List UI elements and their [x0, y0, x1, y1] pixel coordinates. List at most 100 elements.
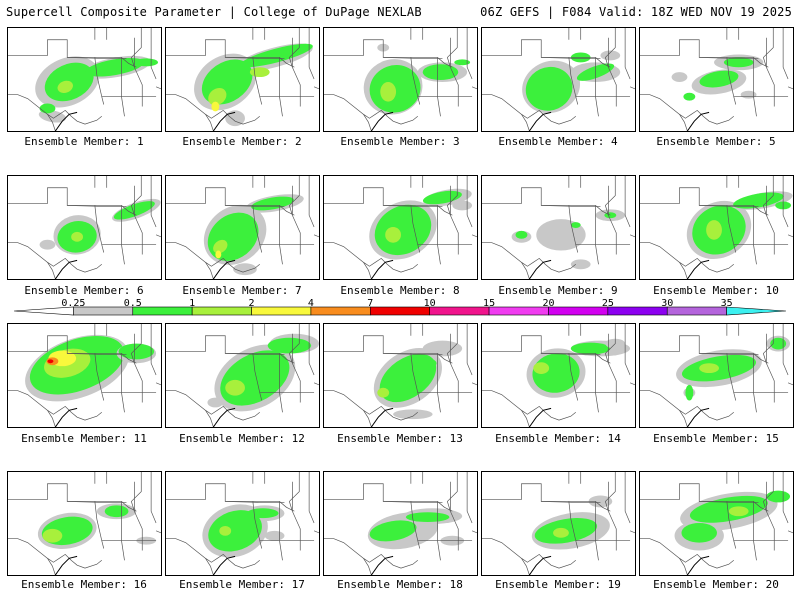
state-borders [640, 28, 793, 131]
scp-shading [422, 340, 463, 357]
scp-shading [264, 530, 285, 541]
scp-map [166, 176, 319, 279]
scp-map [640, 472, 793, 575]
scp-shading [385, 227, 401, 243]
state-borders [166, 324, 319, 427]
scp-shading [733, 192, 784, 209]
scp-shading [515, 230, 528, 239]
scp-shading [207, 397, 224, 408]
state-borders [640, 324, 793, 427]
scp-shading [225, 110, 245, 127]
run-info: 06Z GEFS | F084 Valid: 18Z WED NOV 19 20… [480, 5, 792, 19]
scp-map [324, 28, 477, 131]
scp-shading [85, 57, 144, 77]
ensemble-panel [7, 27, 162, 132]
state-borders [324, 28, 477, 131]
scp-map [640, 324, 793, 427]
panel-label: Ensemble Member: 13 [337, 432, 463, 445]
scp-shading [267, 337, 312, 354]
colorbar-segment [548, 306, 609, 316]
state-borders [8, 176, 161, 279]
scp-map [8, 324, 161, 427]
panel-label: Ensemble Member: 16 [21, 578, 147, 591]
state-borders [324, 324, 477, 427]
state-borders [640, 176, 793, 279]
panel-label: Ensemble Member: 15 [653, 432, 779, 445]
scp-shading [251, 196, 295, 211]
panel-label: Ensemble Member: 14 [495, 432, 621, 445]
state-borders [8, 28, 161, 131]
scp-shading [600, 50, 621, 61]
scp-shading [213, 239, 228, 254]
scp-shading [408, 357, 437, 370]
ensemble-panel [165, 471, 320, 576]
scp-map [8, 472, 161, 575]
scp-shading [405, 512, 450, 523]
state-borders [640, 472, 793, 575]
scp-shading [723, 57, 754, 68]
ensemble-panel [323, 27, 478, 132]
scp-shading [39, 239, 56, 250]
colorbar-segment [370, 306, 430, 316]
scp-map [640, 176, 793, 279]
state-borders [482, 28, 635, 131]
scp-shading [225, 379, 245, 396]
scp-map [166, 324, 319, 427]
scp-shading [71, 231, 84, 242]
ensemble-panel [323, 175, 478, 280]
ensemble-panel [165, 175, 320, 280]
scp-shading [57, 80, 73, 94]
scp-shading [740, 90, 757, 99]
colorbar-tick-label: 4 [308, 298, 314, 309]
panel-label: Ensemble Member: 12 [179, 432, 305, 445]
scp-shading [422, 64, 459, 80]
state-borders [166, 472, 319, 575]
scp-map [482, 28, 635, 131]
scp-shading [219, 525, 232, 536]
panel-label: Ensemble Member: 7 [182, 284, 302, 297]
scp-shading [134, 58, 159, 67]
ensemble-panel [165, 323, 320, 428]
panel-label: Ensemble Member: 2 [182, 135, 302, 148]
panel-label: Ensemble Member: 9 [498, 284, 618, 297]
scp-map [166, 28, 319, 131]
scp-shading [699, 363, 719, 374]
scp-shading [249, 67, 270, 78]
scp-shading [208, 510, 262, 552]
ensemble-panel [639, 323, 794, 428]
colorbar-segment [726, 306, 787, 316]
ensemble-panel [323, 471, 478, 576]
scp-map [324, 472, 477, 575]
ensemble-panel [7, 323, 162, 428]
ensemble-panel [481, 27, 636, 132]
scp-shading [233, 263, 257, 276]
scp-shading [211, 101, 220, 112]
state-borders [482, 176, 635, 279]
scp-shading [47, 359, 54, 364]
colorbar-segment [607, 306, 668, 316]
panel-label: Ensemble Member: 1 [24, 135, 144, 148]
scp-map [482, 176, 635, 279]
scp-shading [685, 384, 694, 401]
ensemble-panel [165, 27, 320, 132]
scp-map [640, 28, 793, 131]
colorbar-tick-label: 20 [542, 298, 554, 309]
state-borders [324, 472, 477, 575]
scp-shading [454, 59, 471, 66]
panel-label: Ensemble Member: 5 [656, 135, 776, 148]
scp-shading [246, 508, 279, 519]
panel-label: Ensemble Member: 4 [498, 135, 618, 148]
scp-shading [380, 81, 397, 102]
ensemble-panel [7, 175, 162, 280]
colorbar-segment [488, 306, 549, 316]
panel-label: Ensemble Member: 20 [653, 578, 779, 591]
scp-shading [525, 66, 573, 111]
scp-shading [39, 103, 56, 114]
colorbar-tick-label: 10 [424, 298, 436, 309]
state-borders [8, 472, 161, 575]
colorbar-tick-label: 0.5 [124, 298, 142, 309]
colorbar-tick-label: 0.25 [61, 298, 85, 309]
scp-map [482, 472, 635, 575]
scp-map [8, 176, 161, 279]
scp-shading [681, 523, 717, 543]
